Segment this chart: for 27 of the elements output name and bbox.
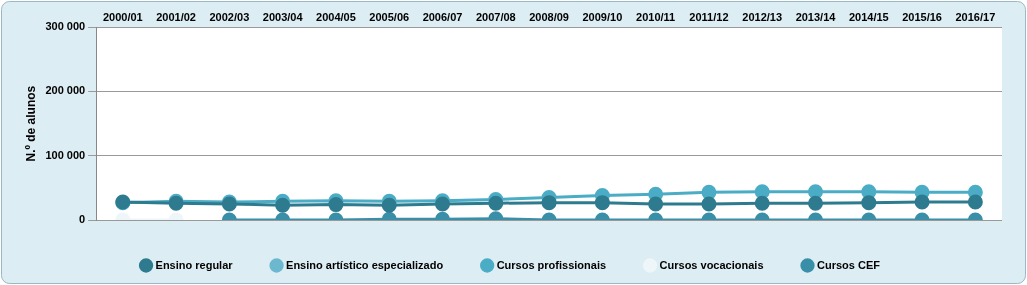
legend-label: Ensino artístico especializado bbox=[286, 258, 444, 271]
x-tick-label: 2015/16 bbox=[902, 10, 942, 23]
y-axis-title: N.º de alunos bbox=[23, 85, 38, 162]
x-tick-label: 2016/17 bbox=[955, 10, 996, 23]
x-tick-label: 2008/09 bbox=[529, 10, 569, 23]
x-tick-label: 2012/13 bbox=[742, 10, 783, 23]
x-tick-label: 2014/15 bbox=[848, 10, 889, 23]
x-tick-label: 2004/05 bbox=[316, 10, 356, 23]
legend-label: Cursos CEF bbox=[817, 258, 881, 271]
x-tick-label: 2013/14 bbox=[795, 10, 837, 23]
legend-label: Ensino regular bbox=[155, 258, 234, 271]
y-tick-label: 0 bbox=[79, 213, 86, 226]
x-tick-label: 2005/06 bbox=[369, 10, 410, 23]
legend-label: Cursos profissionais bbox=[496, 258, 607, 271]
x-tick-label: 2001/02 bbox=[156, 10, 196, 23]
y-tick-label: 100 000 bbox=[45, 148, 86, 161]
y-tick-label: 200 000 bbox=[45, 84, 86, 97]
x-tick-label: 2002/03 bbox=[209, 10, 250, 23]
x-tick-label: 2006/07 bbox=[422, 10, 463, 23]
x-tick-label: 2007/08 bbox=[475, 10, 516, 23]
x-tick-label: 2000/01 bbox=[102, 10, 143, 23]
x-tick-label: 2010/11 bbox=[636, 10, 676, 23]
legend-label: Cursos vocacionais bbox=[659, 258, 764, 271]
x-tick-label: 2011/12 bbox=[689, 10, 729, 23]
x-tick-label: 2003/04 bbox=[262, 10, 304, 23]
x-tick-label: 2009/10 bbox=[582, 10, 623, 23]
y-tick-label: 300 000 bbox=[45, 20, 86, 33]
